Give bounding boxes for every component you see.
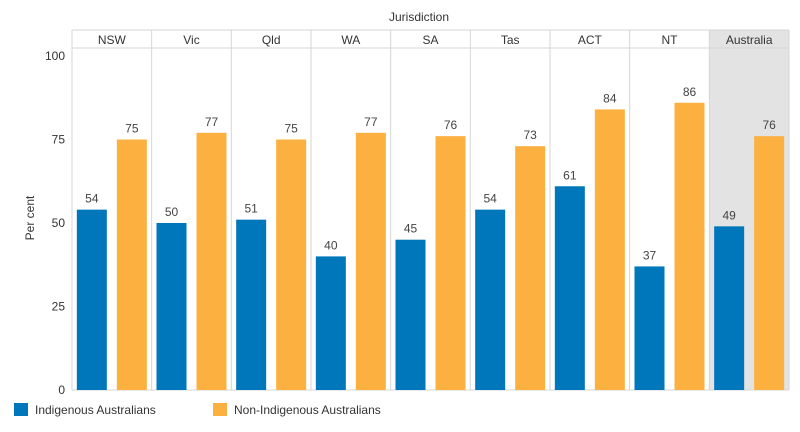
bar-act-indigenous [554, 186, 585, 390]
x-axis-title: Jurisdiction [389, 10, 449, 24]
bar-label-tas-indigenous: 54 [483, 192, 497, 206]
y-tick-label: 25 [52, 300, 66, 314]
bar-label-vic-indigenous: 50 [165, 205, 179, 219]
bar-label-act-indigenous: 61 [563, 168, 577, 182]
panel-label-tas: Tas [501, 33, 520, 47]
bar-qld-indigenous [236, 219, 267, 390]
legend-swatch-non-indigenous [213, 403, 227, 416]
bar-tas-indigenous [475, 209, 506, 390]
panel-label-wa: WA [341, 33, 360, 47]
bar-australia-indigenous [714, 226, 745, 390]
bar-wa-indigenous [315, 256, 346, 390]
panel-label-sa: SA [422, 33, 438, 47]
bar-act-non-indigenous [594, 109, 625, 390]
bar-sa-non-indigenous [435, 136, 466, 390]
bar-vic-non-indigenous [196, 132, 227, 390]
bar-label-vic-non-indigenous: 77 [205, 115, 219, 129]
bar-qld-non-indigenous [276, 139, 307, 390]
bar-label-nsw-non-indigenous: 75 [125, 122, 139, 136]
bar-label-sa-indigenous: 45 [404, 222, 418, 236]
bar-label-nt-non-indigenous: 86 [683, 85, 697, 99]
bar-label-wa-indigenous: 40 [324, 238, 338, 252]
bar-sa-indigenous [395, 239, 426, 390]
bar-nsw-indigenous [76, 209, 107, 390]
bar-label-australia-non-indigenous: 76 [762, 118, 776, 132]
bar-nsw-non-indigenous [116, 139, 147, 390]
bar-label-sa-non-indigenous: 76 [444, 118, 458, 132]
bar-label-nsw-indigenous: 54 [85, 192, 99, 206]
bar-label-nt-indigenous: 37 [643, 248, 657, 262]
bar-wa-non-indigenous [355, 132, 386, 390]
panel-label-nt: NT [662, 33, 679, 47]
y-axis-title: Per cent [23, 195, 37, 240]
legend-label-indigenous: Indigenous Australians [35, 403, 156, 417]
bar-label-qld-non-indigenous: 75 [284, 122, 298, 136]
bar-label-qld-indigenous: 51 [244, 202, 258, 216]
panel-label-australia: Australia [726, 33, 773, 47]
bar-vic-indigenous [156, 223, 187, 390]
y-tick-label: 100 [45, 49, 65, 63]
bar-australia-non-indigenous [754, 136, 785, 390]
legend-swatch-indigenous [14, 403, 28, 416]
bar-label-act-non-indigenous: 84 [603, 91, 617, 105]
panel-label-vic: Vic [183, 33, 199, 47]
bar-nt-non-indigenous [674, 102, 705, 390]
y-tick-label: 75 [52, 133, 66, 147]
panel-label-qld: Qld [262, 33, 281, 47]
y-tick-label: 50 [52, 216, 66, 230]
bar-nt-indigenous [634, 266, 665, 390]
legend-label-non-indigenous: Non-Indigenous Australians [234, 403, 381, 417]
y-tick-label: 0 [58, 383, 65, 397]
bar-label-australia-indigenous: 49 [722, 208, 736, 222]
bar-label-wa-non-indigenous: 77 [364, 115, 378, 129]
panel-label-act: ACT [578, 33, 603, 47]
bar-tas-non-indigenous [515, 146, 546, 390]
bar-label-tas-non-indigenous: 73 [523, 128, 537, 142]
panel-label-nsw: NSW [98, 33, 127, 47]
